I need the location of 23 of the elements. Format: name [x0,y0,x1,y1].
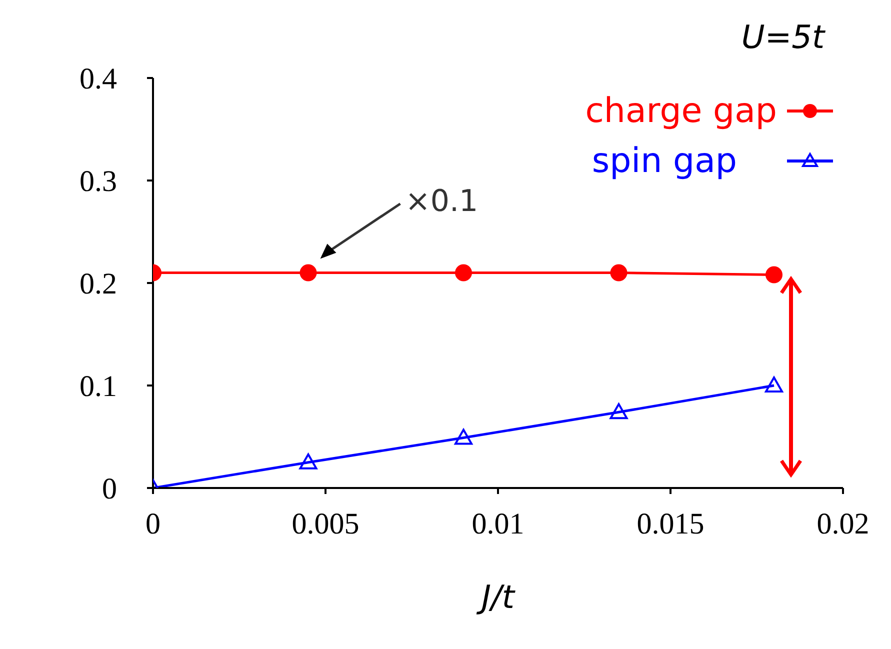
y-tick-label: 0.3 [80,165,117,198]
text: U=5t [741,18,826,56]
point [454,428,472,445]
annotation: ×0.1 [405,184,478,219]
x-tick-label: 0 [146,507,160,540]
y-tick-label: 0 [102,472,117,506]
y-tick-label: 0.2 [80,268,117,301]
x-tick-label: 0.005 [292,507,360,540]
point [765,376,783,392]
point [610,264,628,282]
x-tick-label: 0.01 [472,507,524,540]
x-axis-title: J/t [476,578,516,616]
y-tick-label: 0.1 [80,370,117,404]
point [766,266,782,284]
point [300,264,317,282]
y-tick-label: 0.4 [80,62,117,96]
point [610,403,628,420]
x-tick-label: 0.02 [816,507,870,540]
point [299,453,318,470]
legend-label: spin gap [592,140,737,183]
point [455,264,472,282]
legend-label: charge gap [585,90,777,133]
x-tick-label: 0.015 [636,507,704,540]
